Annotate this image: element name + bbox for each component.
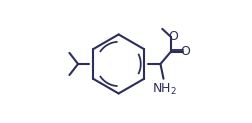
Text: O: O: [168, 30, 178, 43]
Text: NH$_2$: NH$_2$: [152, 82, 177, 97]
Text: methoxy: methoxy: [154, 27, 161, 28]
Text: O: O: [181, 45, 191, 58]
